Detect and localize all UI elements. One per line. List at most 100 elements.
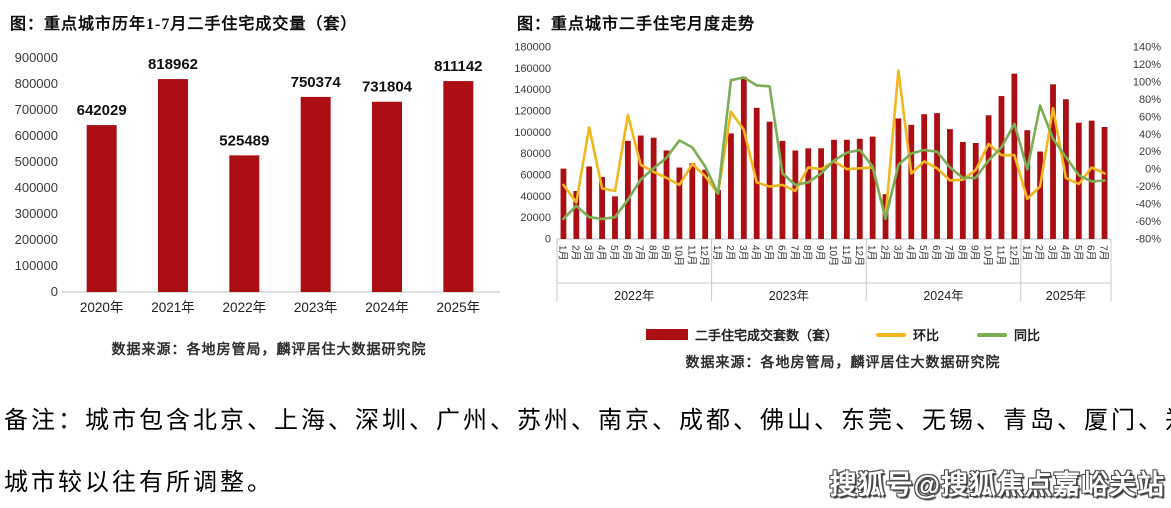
legend-label-huanbi: 环比 bbox=[912, 328, 939, 343]
monthly-bar bbox=[740, 76, 747, 239]
bar-value-label: 731804 bbox=[362, 79, 413, 96]
bar-value-label: 811142 bbox=[434, 58, 482, 75]
monthly-bar bbox=[1088, 120, 1095, 239]
monthly-bars bbox=[560, 73, 1108, 239]
month-label: 3月 bbox=[891, 245, 903, 261]
monthly-combo-chart: 0 20000 40000 60000 80000 100000 120000 140000 1… bbox=[514, 42, 1161, 304]
annual-chart-title: 图：重点城市历年1-7月二手住宅成交量（套） bbox=[10, 16, 358, 33]
year-label: 2023年 bbox=[769, 289, 809, 303]
left-tick-label: 160000 bbox=[515, 63, 551, 75]
month-label: 7月 bbox=[788, 245, 800, 261]
monthly-bar bbox=[895, 118, 902, 239]
monthly-bar bbox=[818, 148, 825, 239]
monthly-bar bbox=[624, 140, 631, 239]
left-tick-label: 20000 bbox=[520, 212, 551, 224]
monthly-bar bbox=[972, 143, 979, 239]
right-tick-label: 60% bbox=[1139, 111, 1161, 123]
month-label: 3月 bbox=[1046, 245, 1058, 261]
year-label: 2022年 bbox=[614, 289, 654, 303]
left-tick-label: 80000 bbox=[520, 148, 551, 160]
monthly-bar bbox=[1050, 84, 1056, 239]
month-label: 7月 bbox=[1098, 245, 1110, 261]
monthly-right-axis-ticks: -80% -60% -40% -20% 0% 20% 40% 60% 80% 100% 120% 14… bbox=[1133, 42, 1161, 246]
month-label: 2月 bbox=[879, 245, 891, 261]
note-line-2: 城市较以往有所调整。 bbox=[4, 470, 274, 496]
monthly-bar bbox=[934, 113, 940, 239]
note-line-1: 备注：城市包含北京、上海、深圳、广州、苏州、南京、成都、佛山、东莞、无锡、青岛、… bbox=[4, 408, 1171, 434]
right-tick-label: 40% bbox=[1139, 129, 1161, 141]
month-label: 6月 bbox=[930, 245, 942, 261]
legend-item-bars: 二手住宅成交套数（套） bbox=[645, 325, 838, 344]
right-tick-label: -60% bbox=[1135, 216, 1161, 228]
month-label: 5月 bbox=[608, 245, 620, 261]
monthly-bar bbox=[843, 139, 850, 239]
month-label: 4月 bbox=[750, 245, 762, 261]
y-tick-label: 100000 bbox=[15, 258, 58, 273]
monthly-bar bbox=[650, 137, 657, 239]
month-label: 5月 bbox=[763, 245, 775, 261]
x-tick-label: 2021年 bbox=[151, 300, 195, 315]
right-tick-label: 120% bbox=[1133, 59, 1161, 71]
monthly-bar bbox=[689, 163, 696, 239]
month-label: 10月 bbox=[672, 245, 684, 266]
right-tick-label: 80% bbox=[1139, 94, 1161, 106]
month-label: 11月 bbox=[995, 245, 1007, 265]
monthly-bar bbox=[1024, 130, 1031, 239]
left-tick-label: 40000 bbox=[520, 191, 551, 203]
right-tick-label: -40% bbox=[1135, 199, 1161, 211]
y-tick-label: 300000 bbox=[15, 206, 58, 221]
left-tick-label: 140000 bbox=[515, 84, 551, 96]
x-tick-label: 2023年 bbox=[294, 300, 338, 315]
monthly-bar bbox=[856, 138, 863, 239]
month-label: 6月 bbox=[776, 245, 788, 261]
month-label: 6月 bbox=[621, 245, 633, 261]
watermark: 搜狐号@搜狐焦点嘉峪关站 bbox=[829, 470, 1165, 500]
annual-bar bbox=[300, 96, 331, 292]
monthly-bar bbox=[753, 107, 760, 239]
month-label: 12月 bbox=[698, 245, 710, 266]
y-tick-label: 900000 bbox=[15, 50, 58, 65]
bar-value-label: 525489 bbox=[219, 132, 269, 149]
bar-value-label: 750374 bbox=[291, 74, 342, 91]
monthly-bar bbox=[831, 139, 837, 239]
annual-data-labels: 642029 818962 525489 750374 731804 811142 bbox=[77, 56, 483, 149]
monthly-bar bbox=[908, 124, 915, 239]
monthly-bar bbox=[959, 141, 966, 239]
annual-chart-source: 数据来源：各地房管局，麟评居住大数据研究院 bbox=[111, 343, 427, 358]
annual-x-axis-labels: 2020年 2021年 2022年 2023年 2024年 2025年 bbox=[80, 300, 480, 315]
bar-swatch-icon bbox=[645, 329, 688, 340]
monthly-chart-source: 数据来源：各地房管局，麟评居住大数据研究院 bbox=[685, 356, 1001, 371]
right-tick-label: 100% bbox=[1133, 76, 1161, 88]
annual-bar bbox=[372, 101, 402, 292]
annual-bar-chart: 0 100000 200000 300000 400000 500000 600000 700… bbox=[15, 50, 500, 315]
month-label: 7月 bbox=[943, 245, 955, 261]
monthly-bar bbox=[637, 135, 644, 239]
month-label: 10月 bbox=[982, 245, 994, 266]
month-label: 4月 bbox=[1059, 245, 1071, 261]
monthly-bar bbox=[947, 129, 953, 239]
month-label: 10月 bbox=[827, 245, 839, 266]
bar-value-label: 818962 bbox=[148, 56, 198, 73]
right-tick-label: 140% bbox=[1133, 42, 1161, 54]
month-label: 4月 bbox=[904, 245, 916, 261]
month-label: 8月 bbox=[956, 245, 968, 261]
month-label: 4月 bbox=[595, 245, 607, 261]
y-tick-label: 400000 bbox=[15, 180, 58, 195]
left-tick-label: 100000 bbox=[515, 127, 551, 139]
monthly-bar bbox=[586, 166, 593, 239]
y-tick-label: 200000 bbox=[15, 232, 58, 247]
month-label: 3月 bbox=[582, 245, 594, 261]
month-label: 2月 bbox=[724, 245, 736, 261]
month-label: 8月 bbox=[801, 245, 813, 261]
monthly-bar bbox=[728, 133, 734, 239]
left-tick-label: 60000 bbox=[520, 170, 551, 182]
right-tick-label: -20% bbox=[1135, 181, 1161, 193]
monthly-bar bbox=[921, 114, 928, 239]
month-label: 2月 bbox=[1033, 245, 1045, 261]
month-label: 1月 bbox=[556, 245, 568, 261]
month-label: 3月 bbox=[737, 245, 749, 261]
left-tick-label: 180000 bbox=[515, 42, 551, 54]
legend-label-bars: 二手住宅成交套数（套） bbox=[694, 328, 838, 343]
month-label: 5月 bbox=[917, 245, 929, 261]
monthly-chart-panel: 图：重点城市二手住宅月度走势 0 20000 40000 60000 80000 1000… bbox=[514, 6, 1171, 372]
